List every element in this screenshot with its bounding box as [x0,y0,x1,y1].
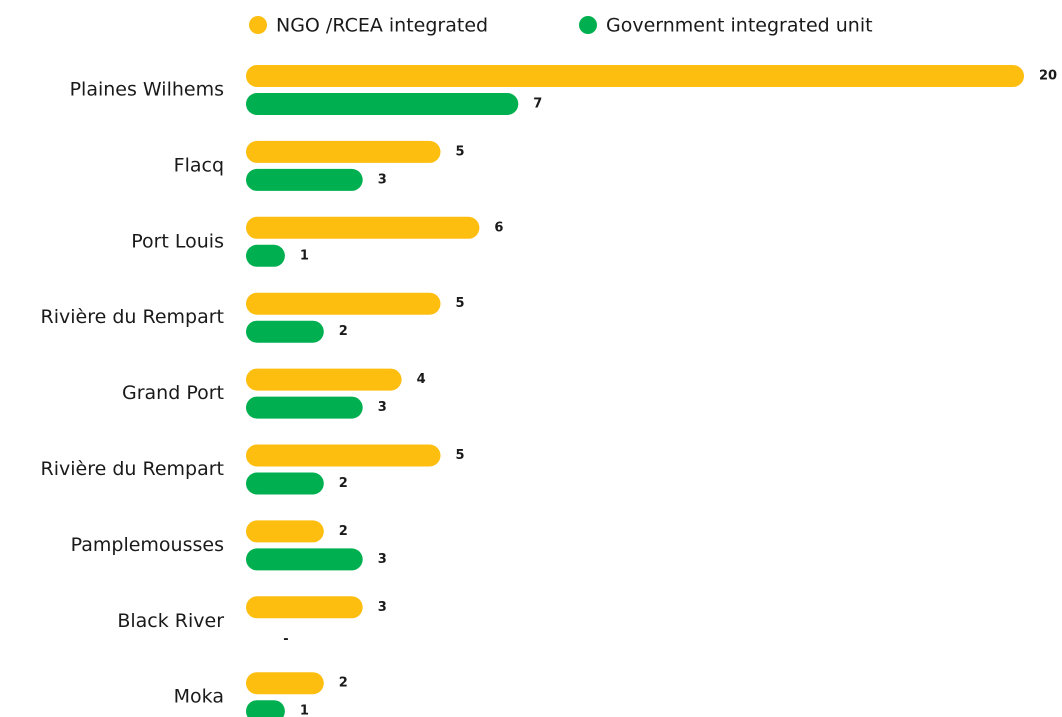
value-label: 20 [1039,69,1057,84]
bar [246,216,480,239]
category-label: Pamplemousses [71,534,224,556]
bar [246,396,363,419]
bar [246,520,324,543]
bar [246,444,441,467]
bar [246,168,363,191]
value-label: 3 [378,552,387,567]
value-label: 2 [339,476,348,491]
value-label: - [283,632,288,647]
bar [246,292,441,315]
value-label: 5 [456,448,465,463]
category-label: Port Louis [131,230,224,252]
value-label: 3 [378,400,387,415]
value-label: 6 [494,220,503,235]
category-label: Plaines Wilhems [70,79,224,101]
value-label: 7 [533,97,542,112]
legend-swatch [249,16,267,34]
value-label: 5 [456,296,465,311]
category-label: Rivière du Rempart [41,458,224,480]
category-label: Black River [117,610,224,632]
bar [246,368,402,391]
legend-label: Government integrated unit [606,15,873,37]
bar [246,140,441,163]
value-label: 4 [417,372,426,387]
category-label: Moka [174,686,224,708]
value-label: 1 [300,248,309,263]
bar [246,548,363,571]
legend-label: NGO /RCEA integrated [276,15,488,37]
bar [246,596,363,619]
value-label: 3 [378,600,387,615]
value-label: 1 [300,704,309,717]
value-label: 2 [339,676,348,691]
category-label: Rivière du Rempart [41,306,224,328]
bar [246,244,285,267]
bar [246,93,519,115]
value-label: 5 [456,144,465,159]
bar [246,65,1024,87]
category-label: Flacq [174,154,224,176]
value-label: 2 [339,324,348,339]
category-label: Grand Port [122,382,224,404]
value-label: 2 [339,524,348,539]
bar [246,320,324,343]
bar [246,672,324,695]
bar [246,472,324,495]
bar [246,700,285,717]
legend-swatch [579,16,597,34]
value-label: 3 [378,172,387,187]
